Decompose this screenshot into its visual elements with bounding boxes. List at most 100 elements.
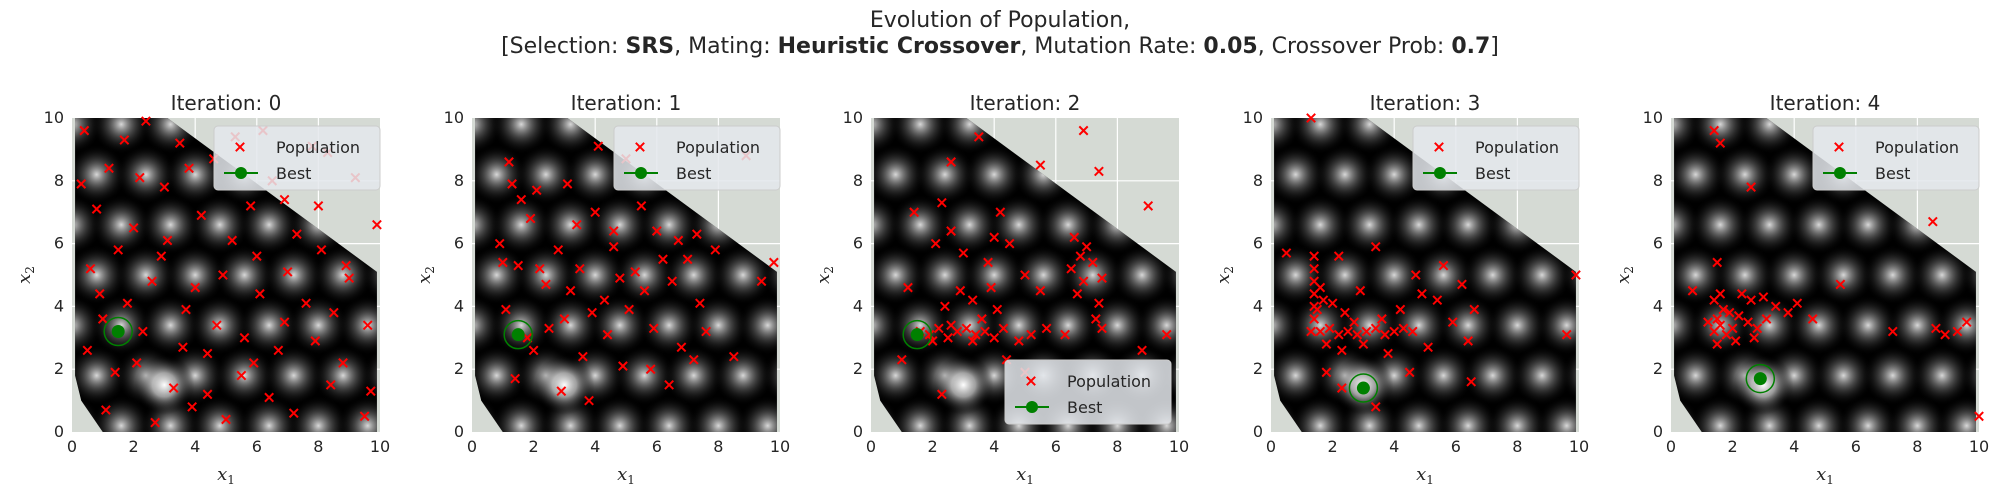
- population-point: [1709, 125, 1720, 136]
- x-tick-label: 10: [1969, 437, 1989, 456]
- global-optimum-glow: [933, 354, 994, 415]
- x-tick-label: 8: [313, 437, 323, 456]
- population-point: [190, 282, 201, 293]
- x-axis-label: x1: [217, 464, 235, 487]
- subtitle-part: , Crossover Prob:: [1257, 34, 1452, 59]
- x-tick-label: 10: [1569, 437, 1589, 456]
- population-point: [1807, 314, 1818, 324]
- population-point: [1758, 292, 1769, 302]
- population-point: [531, 185, 542, 196]
- subtitle-part: ]: [1490, 34, 1499, 59]
- population-point: [544, 323, 554, 334]
- y-tick-label: 2: [454, 359, 464, 378]
- population-point: [559, 314, 570, 324]
- population-point: [691, 229, 702, 240]
- y-axis-label-sub: 2: [1622, 266, 1636, 274]
- x-tick-label: 6: [1451, 437, 1461, 456]
- population-point: [119, 135, 130, 145]
- y-tick-label: 10: [444, 108, 464, 127]
- population-point: [701, 326, 711, 337]
- population-point: [553, 244, 564, 255]
- population-point: [556, 386, 567, 397]
- population-series: [494, 141, 779, 406]
- population-point: [507, 179, 517, 189]
- population-point: [1727, 323, 1738, 334]
- population-point: [1466, 376, 1477, 387]
- best-point: [511, 328, 525, 342]
- population-point: [239, 332, 250, 343]
- population-point: [930, 238, 941, 249]
- population-point: [768, 257, 779, 268]
- population-point: [1041, 323, 1052, 334]
- population-point: [1343, 326, 1353, 337]
- x-axis-label-main: x: [217, 464, 227, 485]
- population-point: [1324, 323, 1335, 334]
- population-point: [1380, 329, 1390, 340]
- population-point: [688, 354, 699, 365]
- population-point: [248, 358, 259, 368]
- population-point: [961, 323, 972, 334]
- population-point: [1321, 339, 1332, 349]
- best-point: [1356, 381, 1370, 395]
- population-point: [1571, 270, 1581, 280]
- subplot-1: Iteration: 10 2 4 6 8 100246810x1x2Population…: [414, 91, 790, 487]
- population-point: [1090, 314, 1101, 324]
- population-point: [618, 361, 628, 371]
- population-point: [150, 417, 161, 428]
- legend-population-marker: [1026, 376, 1036, 386]
- x-tick-label: 4: [989, 437, 999, 456]
- y-axis-label-main: x: [14, 274, 35, 284]
- y-tick-label: 6: [454, 234, 464, 253]
- population-point: [909, 207, 920, 218]
- population-point: [648, 323, 659, 334]
- population-point: [128, 222, 139, 233]
- population-point: [658, 254, 668, 265]
- y-tick-label: 8: [54, 171, 64, 190]
- population-point: [1087, 257, 1098, 268]
- population-point: [279, 317, 290, 328]
- population-point: [85, 263, 96, 274]
- population-point: [227, 235, 238, 246]
- population-series: [1687, 125, 1984, 422]
- population-point: [967, 295, 978, 306]
- population-point: [187, 401, 198, 412]
- population-point: [943, 332, 953, 343]
- population-point: [1318, 295, 1329, 306]
- population-point: [1306, 326, 1316, 337]
- population-point: [291, 229, 302, 240]
- legend-population-marker: [1434, 142, 1444, 152]
- population-point: [236, 370, 247, 381]
- population-point: [1013, 336, 1024, 346]
- population-point: [1060, 329, 1070, 340]
- population-point: [933, 323, 944, 334]
- global-optimum-glow: [534, 354, 595, 415]
- population-point: [359, 411, 370, 422]
- population-point: [344, 273, 355, 284]
- population-point: [562, 179, 573, 189]
- population-point: [1752, 323, 1763, 334]
- population-point: [1333, 329, 1344, 340]
- legend: Population Best: [1812, 125, 1980, 191]
- x-axis-label-sub: 1: [1026, 473, 1034, 487]
- population-point: [168, 383, 179, 393]
- population-point: [504, 157, 514, 167]
- population-point: [1094, 298, 1104, 309]
- figure-title: Evolution of Population,: [869, 8, 1131, 33]
- population-point: [211, 320, 222, 331]
- population-point: [946, 226, 956, 236]
- x-axis-label-sub: 1: [1826, 473, 1834, 487]
- legend-label-population: Population: [676, 138, 760, 157]
- y-tick-label: 0: [1253, 422, 1263, 441]
- population-point: [590, 207, 601, 218]
- y-tick-label: 6: [853, 234, 863, 253]
- x-tick-label: 6: [1051, 437, 1061, 456]
- y-axis-label: x2: [813, 266, 836, 284]
- population-point: [1383, 348, 1393, 359]
- population-point: [1792, 298, 1803, 309]
- subplot-0: Iteration: 00 2 4 6 8 100246810x1x2Population…: [14, 91, 390, 487]
- population-point: [1035, 160, 1046, 171]
- population-point: [1395, 304, 1406, 315]
- population-point: [104, 163, 114, 174]
- population-point: [177, 342, 188, 353]
- population-point: [728, 351, 739, 362]
